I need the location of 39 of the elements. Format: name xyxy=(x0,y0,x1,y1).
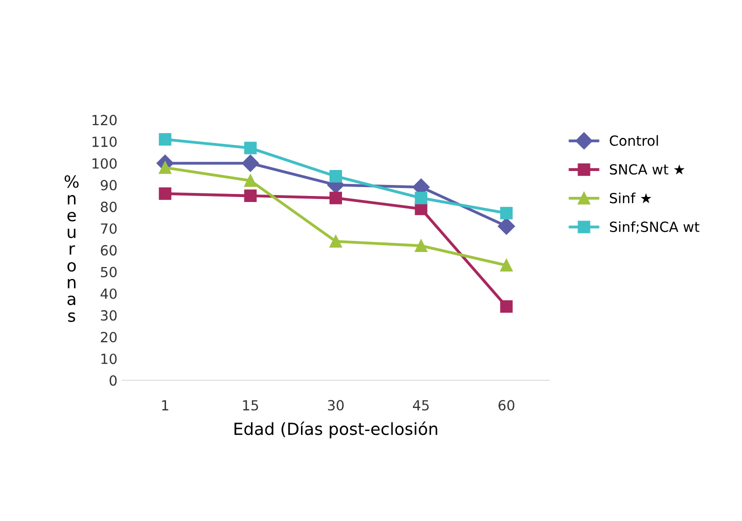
legend-label: Sinf;SNCA wt xyxy=(610,221,700,234)
y-tick-label: 100 xyxy=(92,158,117,169)
legend-label: Sinf ★ xyxy=(610,192,652,204)
point xyxy=(500,206,513,220)
legend-label: SNCA wt ★ xyxy=(610,164,685,175)
y-tick-label: 90 xyxy=(100,180,117,190)
point xyxy=(158,187,172,200)
point xyxy=(500,300,513,313)
point xyxy=(330,192,342,204)
point xyxy=(330,170,342,183)
legend-label: Control xyxy=(610,135,658,146)
x-tick-label: 30 xyxy=(328,400,344,411)
point xyxy=(242,154,259,172)
y-tick-label: 70 xyxy=(101,223,117,234)
point xyxy=(414,192,428,204)
y-tick-label: 80 xyxy=(100,202,117,212)
point xyxy=(330,235,342,248)
point xyxy=(244,174,257,187)
y-tick-label: 120 xyxy=(92,114,117,126)
point xyxy=(158,133,172,146)
y-tick-label: 20 xyxy=(100,332,117,342)
y-tick-label: 30 xyxy=(100,310,117,321)
x-tick-label: 60 xyxy=(498,400,514,411)
x-tick-label: 1 xyxy=(162,400,168,410)
point xyxy=(414,239,428,252)
point xyxy=(244,142,257,154)
text: % neuronas xyxy=(64,175,79,322)
x-tick-label: 15 xyxy=(243,400,258,411)
y-tick-label: 10 xyxy=(101,354,117,364)
y-tick-label: 40 xyxy=(100,288,117,299)
y-tick-label: 110 xyxy=(92,136,117,148)
point xyxy=(244,190,257,202)
point xyxy=(498,218,515,235)
y-tick-label: 60 xyxy=(100,245,117,256)
x-tick-label: 45 xyxy=(412,400,429,411)
x-axis-title: Edad (Días post-eclosión xyxy=(234,422,438,438)
point xyxy=(500,259,513,272)
y-tick-label: 0 xyxy=(110,375,117,386)
y-tick-label: 50 xyxy=(100,266,117,278)
